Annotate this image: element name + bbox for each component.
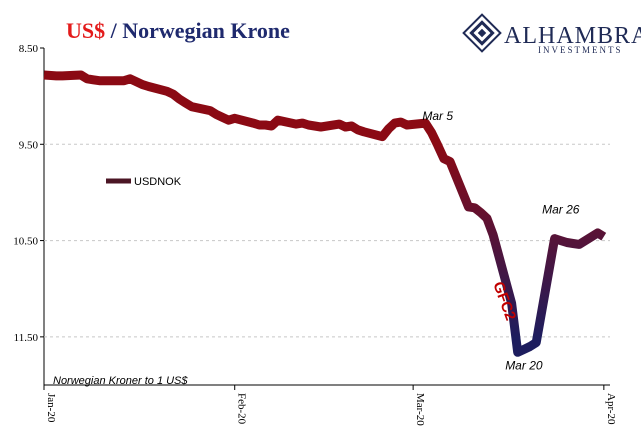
gridlines — [44, 143, 610, 338]
chart-title-rest: / Norwegian Krone — [105, 18, 290, 43]
annotation-mar-20: Mar 20 — [505, 359, 543, 373]
y-tick-label: 11.50 — [14, 332, 39, 344]
legend-label-usdnok: USDNOK — [134, 176, 182, 188]
x-tick-label: Feb-20 — [236, 393, 248, 425]
y-tick-label: 9.50 — [19, 139, 39, 151]
chart-title-currency: US$ — [66, 18, 105, 43]
brand-name: ALHAMBRA — [504, 23, 641, 49]
legend: USDNOK — [106, 176, 182, 188]
chart-title: US$ / Norwegian Krone — [66, 18, 290, 43]
y-tick-label: 10.50 — [13, 236, 38, 248]
y-axis-ticks: 8.50 9.50 10.50 11.50 — [13, 43, 44, 344]
x-tick-label: Mar-20 — [414, 393, 426, 426]
diamond-grid-logo-icon — [462, 13, 502, 53]
brand-logo: ALHAMBRA INVESTMENTS — [462, 13, 641, 55]
x-axis-ticks: Jan-20 Feb-20 Mar-20 Apr-20 — [43, 385, 617, 426]
brand-subtitle: INVESTMENTS — [538, 45, 623, 55]
annotation-mar-26: Mar 26 — [542, 203, 580, 217]
x-tick-label: Jan-20 — [45, 393, 57, 423]
series-line-usdnok — [43, 70, 607, 357]
y-tick-label: 8.50 — [19, 43, 39, 55]
annotation-mar-5: Mar 5 — [422, 109, 453, 123]
y-units-note: Norwegian Kroner to 1 US$ — [53, 375, 188, 387]
x-tick-label: Apr-20 — [605, 393, 617, 425]
